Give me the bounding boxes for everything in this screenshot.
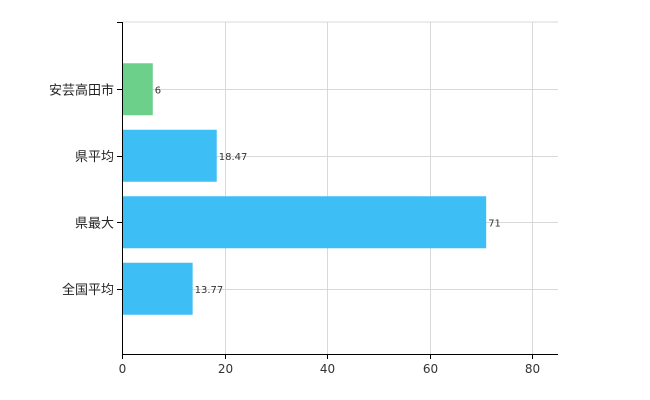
data-label-2: 18.47 (219, 152, 248, 163)
bar-2 (122, 129, 217, 182)
category-label-3: 県最大 (75, 216, 114, 231)
bar-1 (122, 63, 153, 116)
bar-4 (122, 262, 193, 315)
data-label-3: 71 (488, 218, 501, 229)
chart-bars (122, 63, 487, 315)
x-tick-label: 60 (423, 362, 438, 376)
data-label-1: 6 (155, 85, 161, 96)
x-tick-label: 40 (320, 362, 335, 376)
category-label-1: 安芸高田市 (49, 82, 114, 98)
bar-3 (122, 196, 487, 249)
data-label-4: 13.77 (195, 285, 224, 296)
chart-axes (117, 22, 558, 359)
x-tick-label: 0 (119, 362, 127, 376)
category-label-4: 全国平均 (62, 282, 114, 298)
x-tick-label: 20 (218, 362, 233, 376)
category-label-2: 県平均 (75, 150, 114, 165)
x-tick-label: 80 (525, 362, 540, 376)
